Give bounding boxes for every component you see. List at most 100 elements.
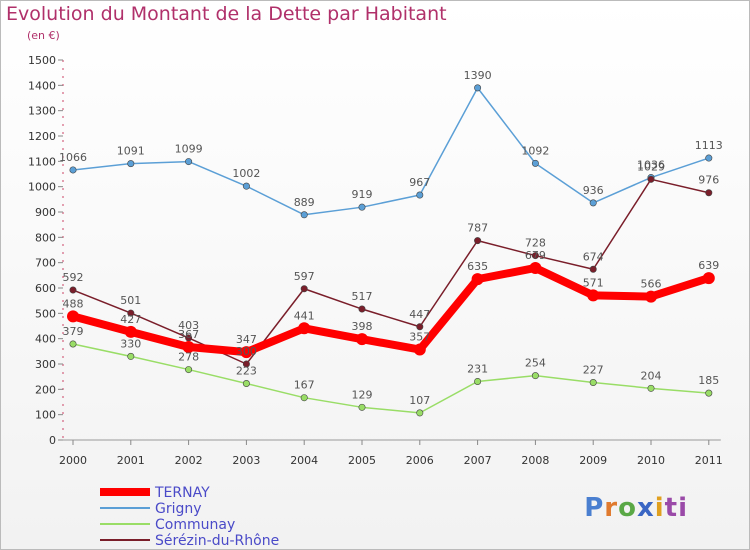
y-tick-label: 300 xyxy=(35,358,56,371)
data-label: 976 xyxy=(698,174,719,187)
series-layer xyxy=(67,84,715,417)
x-tick-label: 2002 xyxy=(175,454,203,467)
legend-item: Grigny xyxy=(100,501,202,517)
data-point xyxy=(242,380,250,388)
data-point xyxy=(413,343,426,356)
data-label: 1390 xyxy=(464,69,492,82)
x-tick-label: 2000 xyxy=(59,454,87,467)
legend-label: TERNAY xyxy=(154,485,210,501)
data-label: 300 xyxy=(236,345,257,358)
data-point xyxy=(416,409,424,417)
series-s-r-zin-du-rh-ne xyxy=(69,175,713,368)
y-tick-label: 1000 xyxy=(28,181,56,194)
data-point xyxy=(589,199,597,207)
data-point xyxy=(416,191,424,199)
y-tick-label: 1400 xyxy=(28,79,56,92)
series-communay xyxy=(69,340,713,417)
x-tick-label: 2011 xyxy=(695,454,723,467)
data-point xyxy=(127,309,135,317)
data-label: 679 xyxy=(525,249,546,262)
y-tick-label: 100 xyxy=(35,409,56,422)
y-tick-label: 800 xyxy=(35,231,56,244)
data-point xyxy=(531,252,539,260)
chart-title: Evolution du Montant de la Dette par Hab… xyxy=(6,3,447,25)
data-point xyxy=(705,154,713,162)
data-label: 204 xyxy=(641,369,662,382)
x-tick-label: 2006 xyxy=(406,454,434,467)
x-tick-label: 2001 xyxy=(117,454,145,467)
data-point xyxy=(67,310,79,323)
data-point xyxy=(127,160,135,168)
data-label: 889 xyxy=(294,196,315,209)
data-point xyxy=(645,290,657,303)
y-tick-label: 1100 xyxy=(28,155,56,168)
data-label: 254 xyxy=(525,357,546,370)
data-label: 223 xyxy=(236,365,257,378)
data-point xyxy=(242,360,250,368)
data-point xyxy=(356,333,368,346)
data-label: 517 xyxy=(352,290,373,303)
data-point xyxy=(589,265,597,273)
data-label: 967 xyxy=(409,176,430,189)
data-label: 592 xyxy=(63,271,84,284)
series-line xyxy=(72,178,710,365)
data-point xyxy=(69,166,77,174)
data-point xyxy=(647,384,655,392)
data-label: 185 xyxy=(698,374,719,387)
data-point xyxy=(531,372,539,380)
data-point xyxy=(124,325,137,338)
data-label: 1066 xyxy=(59,151,87,164)
data-label: 347 xyxy=(236,333,257,346)
data-point xyxy=(69,340,77,348)
data-label: 379 xyxy=(63,325,84,338)
data-label: 1113 xyxy=(695,139,723,152)
data-point xyxy=(705,389,713,397)
data-point xyxy=(69,286,77,294)
series-line xyxy=(72,343,710,414)
data-label: 936 xyxy=(583,184,604,197)
data-label: 919 xyxy=(352,188,373,201)
chart-subtitle: (en €) xyxy=(27,29,60,42)
data-label: 728 xyxy=(525,237,546,250)
data-label: 635 xyxy=(467,260,488,273)
x-tick-label: 2008 xyxy=(521,454,549,467)
data-label: 330 xyxy=(120,337,141,350)
data-label: 107 xyxy=(409,394,430,407)
data-point xyxy=(300,211,308,219)
y-tick-label: 1200 xyxy=(28,130,56,143)
data-point xyxy=(471,273,484,286)
data-point xyxy=(587,289,600,302)
data-label: 566 xyxy=(641,278,662,291)
data-label: 1002 xyxy=(232,167,260,180)
data-label: 1092 xyxy=(521,144,549,157)
data-point xyxy=(474,84,482,92)
x-tick-label: 2004 xyxy=(290,454,318,467)
data-point xyxy=(705,189,713,197)
axes: 0 100 200 300 400 500 600 700 800 900 1000 1100 1200… xyxy=(28,54,723,467)
data-point xyxy=(300,394,308,402)
x-tick-label: 2007 xyxy=(464,454,492,467)
y-tick-label: 1500 xyxy=(28,54,56,67)
data-label: 167 xyxy=(294,379,315,392)
y-tick-label: 1300 xyxy=(28,105,56,118)
data-label: 1029 xyxy=(637,160,665,173)
y-tick-label: 900 xyxy=(35,206,56,219)
data-point xyxy=(182,341,195,354)
data-point xyxy=(300,285,308,293)
data-label: 227 xyxy=(583,363,604,376)
data-label: 403 xyxy=(178,319,199,332)
data-point xyxy=(358,203,366,211)
data-labels: 1066 1091 1099 1002 889 919 967 1390 1092 936 1036… xyxy=(59,69,723,407)
data-label: 447 xyxy=(409,308,430,321)
data-label: 398 xyxy=(352,320,373,333)
data-point xyxy=(702,272,715,285)
data-point xyxy=(240,346,253,359)
data-point xyxy=(358,305,366,313)
data-label: 488 xyxy=(63,297,84,310)
series-line xyxy=(72,87,710,216)
data-point xyxy=(474,237,482,245)
data-point xyxy=(474,377,482,385)
data-point xyxy=(529,261,542,274)
